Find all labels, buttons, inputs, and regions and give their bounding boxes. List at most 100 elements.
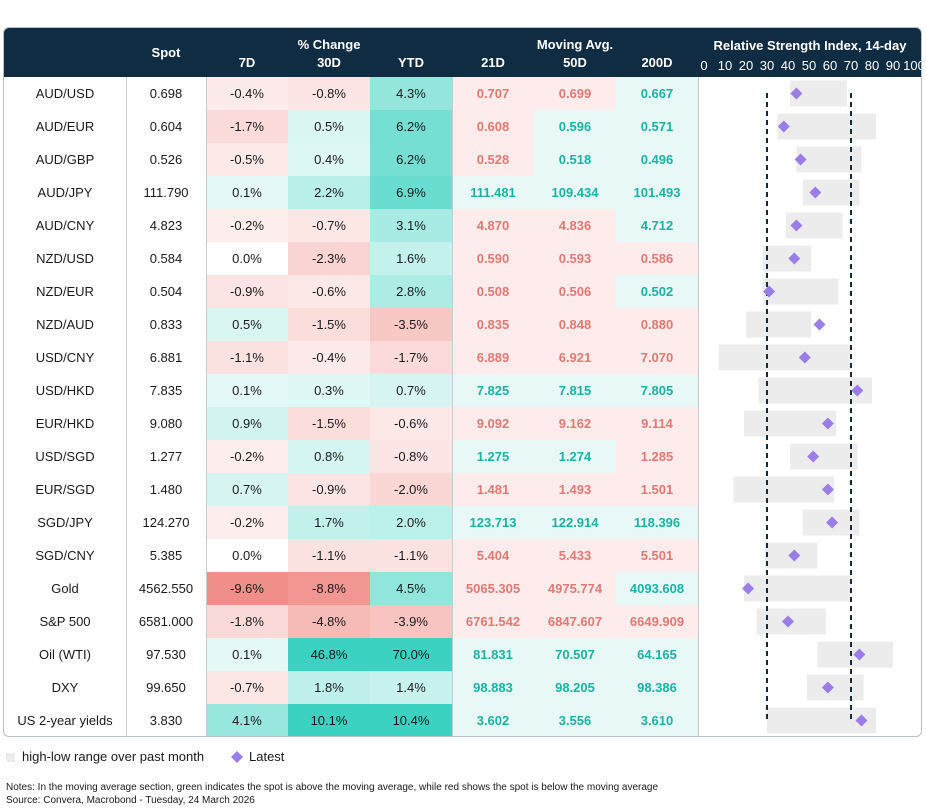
spot-value: 5.385 xyxy=(149,548,183,563)
legend-latest-label: Latest xyxy=(249,749,285,764)
ma-50d: 1.493 xyxy=(534,473,616,506)
spot-value: 4.823 xyxy=(149,218,183,233)
ma-21d: 0.608 xyxy=(452,110,534,143)
pair-name: DXY xyxy=(51,680,79,695)
spot-value: 99.650 xyxy=(146,680,186,695)
spot-value: 0.833 xyxy=(149,317,183,332)
column-divider xyxy=(452,77,453,736)
spot-value: 0.504 xyxy=(149,284,183,299)
ma-21d: 3.602 xyxy=(452,704,534,736)
pair-name: EUR/HKD xyxy=(35,416,95,431)
change-30d: -0.6% xyxy=(288,275,370,308)
source-text: Source: Convera, Macrobond - Tuesday, 24… xyxy=(6,795,255,806)
pair-name: AUD/JPY xyxy=(37,185,93,200)
rsi-tick-label: 10 xyxy=(718,58,732,73)
pair-name: NZD/USD xyxy=(36,251,94,266)
change-30d: -0.4% xyxy=(288,341,370,374)
pair-name: AUD/GBP xyxy=(35,152,95,167)
rsi-chart: 0 10 20 30 40 50 60 70 80 90 100 xyxy=(700,58,921,734)
change-7d: -0.9% xyxy=(206,275,288,308)
ma-50d: 0.848 xyxy=(534,308,616,341)
table-row: Oil (WTI) 97.530 0.1% 46.8% 70.0% 81.831 70.50… xyxy=(4,638,921,671)
rsi-tick-label: 40 xyxy=(781,58,795,73)
ma-200d: 7.805 xyxy=(616,374,698,407)
rsi-latest-marker xyxy=(855,714,868,727)
pair-name: SGD/CNY xyxy=(35,548,95,563)
ma-21d: 6.889 xyxy=(452,341,534,374)
rsi-latest-marker xyxy=(794,153,807,166)
change-7d: 0.7% xyxy=(206,473,288,506)
ma-200d: 0.667 xyxy=(616,77,698,110)
change-7d: -0.2% xyxy=(206,506,288,539)
rsi-latest-marker xyxy=(821,483,834,496)
header-rsi: Relative Strength Index, 14-day xyxy=(713,38,907,53)
ma-21d: 0.707 xyxy=(452,77,534,110)
change-30d: -0.7% xyxy=(288,209,370,242)
spot-value: 0.526 xyxy=(149,152,183,167)
table-row: EUR/SGD 1.480 0.7% -0.9% -2.0% 1.481 1.493 1.50… xyxy=(4,473,921,506)
ma-50d: 4975.774 xyxy=(534,572,616,605)
pair-name: AUD/CNY xyxy=(35,218,95,233)
change-7d: -1.8% xyxy=(206,605,288,638)
table-row: AUD/EUR 0.604 -1.7% 0.5% 6.2% 0.608 0.596 0.571 xyxy=(4,110,921,143)
pair-name: USD/SGD xyxy=(35,449,95,464)
change-30d: 0.5% xyxy=(288,110,370,143)
ma-50d: 122.914 xyxy=(534,506,616,539)
ma-50d: 0.596 xyxy=(534,110,616,143)
ma-200d: 1.501 xyxy=(616,473,698,506)
ma-200d: 0.502 xyxy=(616,275,698,308)
change-7d: 4.1% xyxy=(206,704,288,736)
ma-200d: 3.610 xyxy=(616,704,698,736)
pair-name: Gold xyxy=(51,581,79,596)
pair-name: AUD/USD xyxy=(35,86,95,101)
rsi-range-bar xyxy=(743,410,837,437)
table-row: AUD/JPY 111.790 0.1% 2.2% 6.9% 111.481 109.434… xyxy=(4,176,921,209)
rsi-latest-marker xyxy=(763,285,776,298)
spot-value: 0.698 xyxy=(149,86,183,101)
change-ytd: -3.9% xyxy=(370,605,452,638)
change-ytd: -2.0% xyxy=(370,473,452,506)
rsi-latest-marker xyxy=(790,87,803,100)
ma-50d: 6847.607 xyxy=(534,605,616,638)
ma-200d: 5.501 xyxy=(616,539,698,572)
header-200d: 200D xyxy=(641,55,673,70)
table-row: AUD/GBP 0.526 -0.5% 0.4% 6.2% 0.528 0.518 0.496 xyxy=(4,143,921,176)
ma-50d: 0.699 xyxy=(534,77,616,110)
change-ytd: 6.9% xyxy=(370,176,452,209)
ma-200d: 4093.608 xyxy=(616,572,698,605)
pair-name: SGD/JPY xyxy=(37,515,93,530)
pair-name: US 2-year yields xyxy=(17,713,113,728)
fx-dashboard-table: Spot % Change 7D 30D YTD Moving Avg. 21D… xyxy=(3,27,922,737)
pair-name: Oil (WTI) xyxy=(39,647,91,662)
change-ytd: 4.5% xyxy=(370,572,452,605)
ma-50d: 6.921 xyxy=(534,341,616,374)
change-ytd: 70.0% xyxy=(370,638,452,671)
ma-21d: 7.825 xyxy=(452,374,534,407)
change-7d: -9.6% xyxy=(206,572,288,605)
change-7d: -1.1% xyxy=(206,341,288,374)
rsi-tick-label: 30 xyxy=(760,58,774,73)
change-ytd: -1.7% xyxy=(370,341,452,374)
table-row: DXY 99.650 -0.7% 1.8% 1.4% 98.883 98.205 98.386 xyxy=(4,671,921,704)
table-row: SGD/JPY 124.270 -0.2% 1.7% 2.0% 123.713 122.91… xyxy=(4,506,921,539)
rsi-range-bar xyxy=(762,278,839,305)
spot-value: 111.790 xyxy=(143,185,189,200)
table-row: USD/SGD 1.277 -0.2% 0.8% -0.8% 1.275 1.274 1.28… xyxy=(4,440,921,473)
change-30d: -1.5% xyxy=(288,407,370,440)
rsi-range-bar xyxy=(762,245,812,272)
change-ytd: -3.5% xyxy=(370,308,452,341)
header-spot: Spot xyxy=(151,45,181,60)
ma-21d: 0.508 xyxy=(452,275,534,308)
spot-value: 4562.550 xyxy=(138,581,194,596)
ma-50d: 7.815 xyxy=(534,374,616,407)
header-50d: 50D xyxy=(563,55,587,70)
change-ytd: 6.2% xyxy=(370,143,452,176)
rsi-tick-label: 70 xyxy=(844,58,858,73)
table-row: NZD/USD 0.584 0.0% -2.3% 1.6% 0.590 0.593 0.586 xyxy=(4,242,921,275)
rsi-tick-label: 90 xyxy=(886,58,900,73)
ma-200d: 6649.909 xyxy=(616,605,698,638)
change-30d: 0.4% xyxy=(288,143,370,176)
ma-21d: 81.831 xyxy=(452,638,534,671)
ma-200d: 98.386 xyxy=(616,671,698,704)
ma-50d: 70.507 xyxy=(534,638,616,671)
